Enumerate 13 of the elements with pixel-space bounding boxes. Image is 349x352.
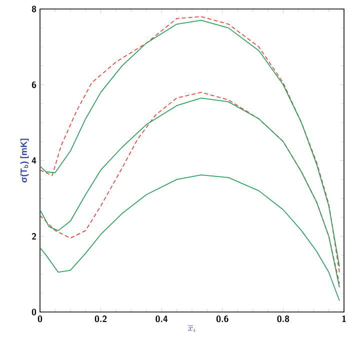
y-tick-label: 0 — [32, 308, 36, 316]
y-axis-title: σ(T$_{b}$) [mK] — [20, 138, 29, 182]
x-axis-title: $\overline{x}_{i}$ — [188, 326, 196, 332]
y-tick-label: 2 — [32, 233, 36, 240]
x-tick-label: 0.6 — [216, 316, 228, 322]
x-tick-label: 0.8 — [277, 316, 290, 322]
y-tick-label: 4 — [32, 157, 36, 164]
y-tick-label: 6 — [32, 81, 36, 88]
x-tick-label: 1 — [342, 316, 346, 322]
y-tick-label: 8 — [32, 6, 36, 12]
x-tick-label: 0.4 — [156, 316, 168, 322]
x-tick-label: 0 — [38, 316, 42, 322]
x-tick-label: 0.2 — [94, 316, 107, 322]
